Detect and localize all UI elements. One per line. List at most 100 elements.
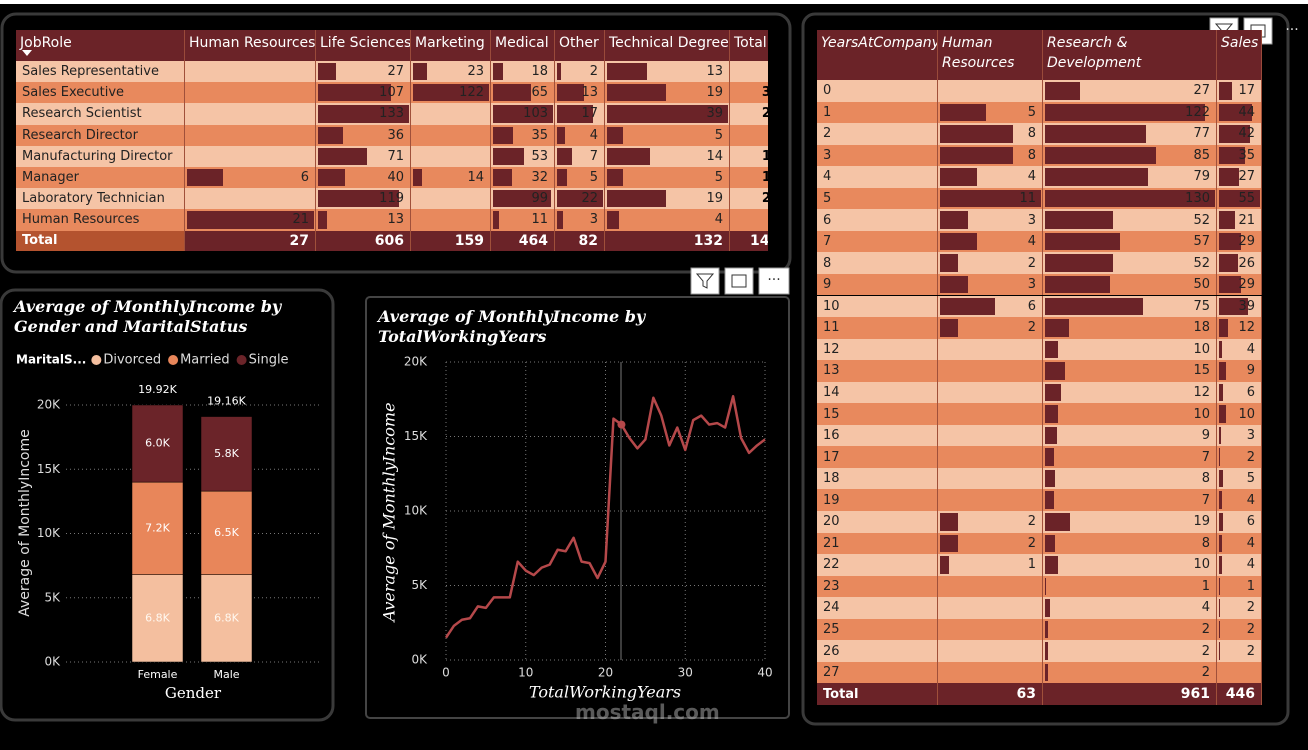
cell: 23 <box>411 61 491 83</box>
cell-value: 5 <box>714 170 723 186</box>
cell-value: 2 <box>1246 622 1255 638</box>
x-tick-label: Female <box>138 668 178 681</box>
cell: 7 <box>555 145 605 167</box>
y-tick-label: 20K <box>37 398 61 412</box>
row-header: 23 <box>817 575 938 598</box>
cell-value: 32 <box>531 170 548 186</box>
cell-value: 145 <box>762 146 768 167</box>
more-button[interactable] <box>758 267 790 295</box>
row-header: 4 <box>817 166 938 188</box>
column-header: Total <box>730 30 768 61</box>
cell: 77 <box>1043 123 1217 145</box>
cell-value: 2 <box>1027 320 1036 336</box>
cell: 8 <box>938 123 1043 145</box>
legend-label: Married <box>180 353 230 368</box>
total-value: 132 <box>693 232 723 249</box>
cell: 65 <box>491 82 555 104</box>
more-icon[interactable]: ··· <box>1285 22 1298 38</box>
cell <box>938 661 1043 684</box>
visual-header[interactable]: ··· <box>690 267 790 295</box>
cell: 14 <box>605 145 730 167</box>
data-label: 7.2K <box>145 521 170 534</box>
row-header: 25 <box>817 618 938 641</box>
cell: 10 <box>1043 403 1217 425</box>
cell: 21 <box>185 209 316 231</box>
cell-value: 122 <box>1185 104 1210 120</box>
data-bar <box>1045 599 1051 617</box>
row-header: 19 <box>817 489 938 511</box>
cell: 22 <box>555 188 605 210</box>
data-bar <box>607 126 623 144</box>
cell: 259 <box>730 188 768 210</box>
row-header: Manager <box>16 167 185 189</box>
cell-value: 7 <box>589 148 598 164</box>
row-label: 1 <box>823 104 832 120</box>
row-header: 20 <box>817 511 938 533</box>
column-header: Technical Degree <box>605 30 730 61</box>
cell-value: 12 <box>1238 320 1255 336</box>
cell: 26 <box>1217 252 1262 274</box>
y-tick-label: 15K <box>37 462 61 476</box>
total-value: 606 <box>374 232 404 249</box>
cell-value: 77 <box>1193 126 1210 142</box>
data-bar <box>607 105 728 123</box>
cell: 3 <box>938 273 1043 296</box>
cell <box>1217 661 1262 684</box>
cell-value: 23 <box>467 64 484 80</box>
data-label: 6.0K <box>145 437 170 450</box>
cell-value: 8 <box>1201 535 1210 551</box>
cell: 36 <box>316 124 411 146</box>
total-cell: 82 <box>555 230 605 251</box>
data-bar <box>1219 620 1221 639</box>
cell: 2 <box>1217 640 1262 662</box>
total-value: 1470 <box>750 232 768 249</box>
row-header: 13 <box>817 360 938 382</box>
data-bar <box>1219 469 1223 488</box>
data-bar <box>607 169 623 187</box>
cell: 55 <box>1217 187 1262 210</box>
data-bar <box>607 63 648 81</box>
row-header: Sales Executive <box>16 82 185 104</box>
cell <box>411 188 491 210</box>
data-bar <box>1219 103 1252 122</box>
cell-value: 26 <box>1238 255 1255 271</box>
cell: 122 <box>1043 101 1217 124</box>
x-tick-label: 0 <box>442 666 450 680</box>
row-header: Research Scientist <box>16 103 185 125</box>
focus-button[interactable] <box>724 267 754 295</box>
cell-value: 17 <box>581 106 598 122</box>
cell: 145 <box>730 145 768 167</box>
cell: 2 <box>938 511 1043 533</box>
cell-value: 1 <box>1201 578 1210 594</box>
row-label: 14 <box>823 384 840 400</box>
filter-button[interactable] <box>690 267 720 295</box>
cell-value: 40 <box>387 170 404 186</box>
legend-marker <box>236 355 247 365</box>
cell-value: 27 <box>387 64 404 80</box>
cell: 52 <box>730 209 768 231</box>
row-label: Research Scientist <box>22 106 142 122</box>
line <box>444 395 766 639</box>
cell: 17 <box>555 103 605 125</box>
cell <box>938 640 1043 662</box>
total-value: 961 <box>1180 686 1210 703</box>
cell-value: 2 <box>1246 600 1255 616</box>
data-bar <box>1045 642 1048 660</box>
cell: 53 <box>491 145 555 167</box>
cell-value: 75 <box>1193 298 1210 314</box>
cell-value: 11 <box>1019 191 1036 207</box>
cell: 2 <box>555 61 605 83</box>
cell: 57 <box>1043 230 1217 253</box>
row-header: 12 <box>817 338 938 361</box>
cell-value: 4 <box>714 212 723 228</box>
row-label: Manager <box>22 170 79 186</box>
cell-value: 7 <box>1201 449 1210 465</box>
cell-value: 4 <box>1246 557 1255 573</box>
cell-value: 13 <box>706 64 723 80</box>
data-bar <box>1219 275 1241 294</box>
cell: 21 <box>1217 209 1262 231</box>
total-cell: 606 <box>316 230 411 251</box>
x-tick-label: 40 <box>757 666 772 680</box>
row-header: 16 <box>817 424 938 447</box>
